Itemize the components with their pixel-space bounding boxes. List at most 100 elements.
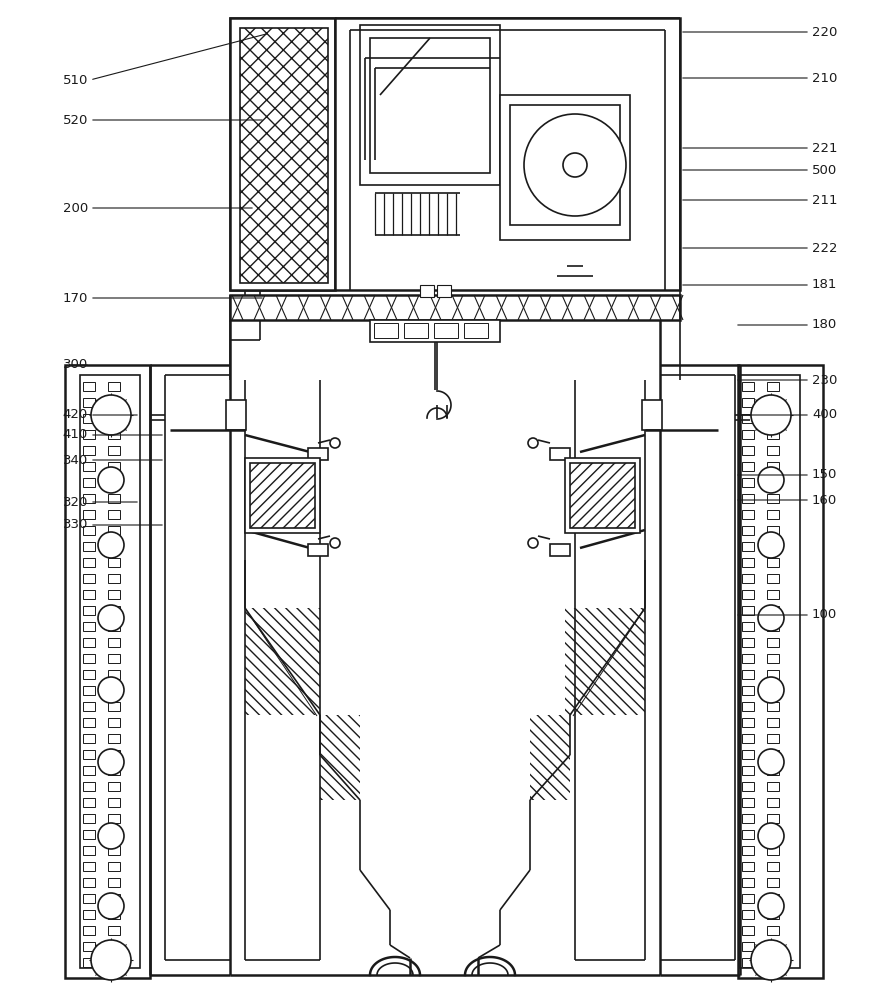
Bar — [83, 718, 95, 727]
Bar — [83, 686, 95, 695]
Bar — [83, 590, 95, 599]
Bar — [530, 715, 570, 800]
Bar — [767, 878, 779, 887]
Bar — [83, 846, 95, 855]
Bar — [738, 365, 823, 978]
Bar — [108, 494, 120, 503]
Bar — [742, 878, 754, 887]
Bar — [108, 750, 120, 759]
Bar — [767, 430, 779, 439]
Text: 222: 222 — [812, 241, 837, 254]
Bar — [83, 782, 95, 791]
Bar — [642, 400, 662, 430]
Text: 200: 200 — [63, 202, 88, 215]
Text: 221: 221 — [812, 141, 837, 154]
Circle shape — [98, 893, 124, 919]
Text: 330: 330 — [62, 518, 88, 532]
Bar — [565, 608, 645, 715]
Bar — [767, 718, 779, 727]
Bar — [742, 718, 754, 727]
Circle shape — [528, 538, 538, 548]
Circle shape — [758, 467, 784, 493]
Bar — [742, 478, 754, 487]
Text: 300: 300 — [63, 359, 88, 371]
Bar — [437, 285, 451, 297]
Circle shape — [98, 749, 124, 775]
Bar — [767, 638, 779, 647]
Bar — [83, 382, 95, 391]
Bar — [742, 462, 754, 471]
Bar — [510, 105, 620, 225]
Bar — [420, 285, 434, 297]
Bar — [742, 414, 754, 423]
Text: 210: 210 — [812, 72, 837, 85]
Bar — [83, 734, 95, 743]
Bar — [108, 398, 120, 407]
Bar — [767, 926, 779, 935]
Bar — [740, 375, 800, 968]
Bar — [374, 323, 398, 338]
Bar — [83, 606, 95, 615]
Bar — [230, 295, 680, 320]
Bar — [108, 894, 120, 903]
Bar — [108, 798, 120, 807]
Bar — [570, 463, 635, 528]
Bar — [742, 702, 754, 711]
Bar — [108, 862, 120, 871]
Bar — [108, 830, 120, 839]
Bar — [320, 715, 360, 800]
Bar — [767, 622, 779, 631]
Bar — [767, 686, 779, 695]
Bar — [108, 686, 120, 695]
Text: 410: 410 — [63, 428, 88, 442]
Bar — [742, 606, 754, 615]
Bar — [83, 398, 95, 407]
Bar — [245, 458, 320, 533]
Bar — [83, 910, 95, 919]
Bar — [767, 862, 779, 871]
Bar — [83, 414, 95, 423]
Bar — [742, 542, 754, 551]
Bar — [230, 18, 335, 290]
Bar — [108, 942, 120, 951]
Bar — [108, 510, 120, 519]
Bar — [742, 526, 754, 535]
Bar — [108, 846, 120, 855]
Bar — [742, 926, 754, 935]
Bar — [108, 558, 120, 567]
Bar — [767, 590, 779, 599]
Bar — [83, 798, 95, 807]
Bar — [767, 846, 779, 855]
Circle shape — [330, 438, 340, 448]
Bar — [308, 448, 328, 460]
Bar — [767, 510, 779, 519]
Bar — [767, 574, 779, 583]
Bar — [742, 910, 754, 919]
Bar — [767, 526, 779, 535]
Bar — [83, 942, 95, 951]
Bar — [83, 814, 95, 823]
Circle shape — [563, 153, 587, 177]
Text: 320: 320 — [62, 495, 88, 508]
Bar — [742, 430, 754, 439]
Circle shape — [524, 114, 626, 216]
Circle shape — [751, 940, 791, 980]
Bar — [108, 446, 120, 455]
Text: 211: 211 — [812, 194, 837, 207]
Bar — [108, 382, 120, 391]
Bar — [108, 622, 120, 631]
Bar — [83, 494, 95, 503]
Circle shape — [758, 823, 784, 849]
Bar — [742, 494, 754, 503]
Bar — [108, 526, 120, 535]
Circle shape — [528, 438, 538, 448]
Bar — [108, 926, 120, 935]
Bar — [767, 478, 779, 487]
Bar — [767, 398, 779, 407]
Circle shape — [758, 677, 784, 703]
Bar — [767, 414, 779, 423]
Text: 160: 160 — [812, 493, 837, 506]
Bar — [108, 734, 120, 743]
Circle shape — [91, 940, 131, 980]
Bar — [767, 830, 779, 839]
